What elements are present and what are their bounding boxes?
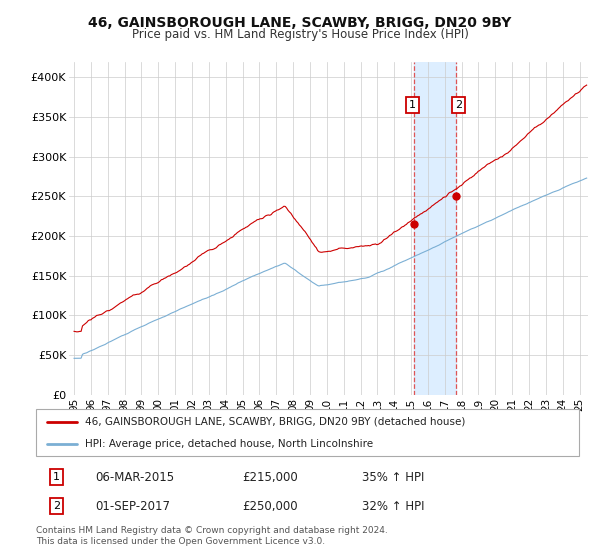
Text: 2: 2 xyxy=(53,501,60,511)
Text: 46, GAINSBOROUGH LANE, SCAWBY, BRIGG, DN20 9BY (detached house): 46, GAINSBOROUGH LANE, SCAWBY, BRIGG, DN… xyxy=(85,417,465,427)
Text: Contains HM Land Registry data © Crown copyright and database right 2024.
This d: Contains HM Land Registry data © Crown c… xyxy=(36,526,388,546)
Text: 1: 1 xyxy=(53,472,60,482)
Text: 46, GAINSBOROUGH LANE, SCAWBY, BRIGG, DN20 9BY: 46, GAINSBOROUGH LANE, SCAWBY, BRIGG, DN… xyxy=(88,16,512,30)
Text: Price paid vs. HM Land Registry's House Price Index (HPI): Price paid vs. HM Land Registry's House … xyxy=(131,28,469,41)
Text: £215,000: £215,000 xyxy=(242,470,298,484)
Text: 01-SEP-2017: 01-SEP-2017 xyxy=(96,500,171,513)
Text: HPI: Average price, detached house, North Lincolnshire: HPI: Average price, detached house, Nort… xyxy=(85,438,373,449)
Text: 32% ↑ HPI: 32% ↑ HPI xyxy=(362,500,424,513)
Text: 06-MAR-2015: 06-MAR-2015 xyxy=(96,470,175,484)
Bar xyxy=(414,62,456,395)
FancyBboxPatch shape xyxy=(36,409,579,456)
Text: 35% ↑ HPI: 35% ↑ HPI xyxy=(362,470,424,484)
Text: £250,000: £250,000 xyxy=(242,500,298,513)
Text: 1: 1 xyxy=(409,100,416,110)
Text: 2: 2 xyxy=(455,100,462,110)
